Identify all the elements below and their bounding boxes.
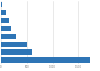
Bar <box>1 42 27 47</box>
Bar <box>1 34 16 39</box>
Bar <box>1 57 90 63</box>
Bar <box>1 49 32 55</box>
Bar <box>1 18 9 23</box>
Bar <box>1 10 6 15</box>
Bar <box>1 26 11 31</box>
Bar <box>1 2 2 7</box>
